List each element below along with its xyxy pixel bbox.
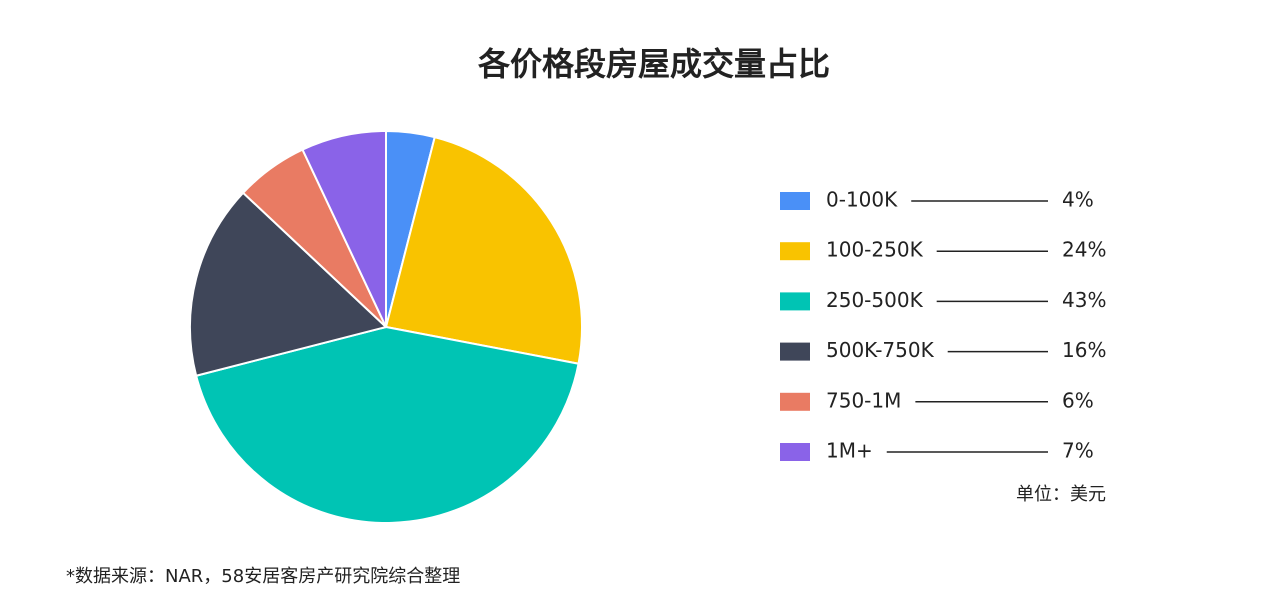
legend-swatch bbox=[780, 392, 810, 411]
legend-label: 1M+ bbox=[826, 439, 873, 463]
legend-label: 0-100K bbox=[826, 188, 898, 212]
pie-slice bbox=[189, 191, 389, 377]
legend-value: 4% bbox=[1062, 188, 1094, 212]
legend-value: 16% bbox=[1062, 338, 1106, 362]
legend-value: 7% bbox=[1062, 439, 1094, 463]
legend-label: 100-250K bbox=[826, 238, 924, 262]
source-note: *数据来源：NAR，58安居客房产研究院综合整理 bbox=[66, 566, 460, 587]
legend-value: 24% bbox=[1062, 238, 1106, 262]
chart-title: 各价格段房屋成交量占比 bbox=[478, 45, 830, 83]
legend-label: 250-500K bbox=[826, 288, 924, 312]
legend-swatch bbox=[780, 342, 810, 361]
legend-value: 43% bbox=[1062, 288, 1106, 312]
legend-swatch bbox=[780, 192, 810, 210]
pie-slice bbox=[194, 325, 580, 524]
legend-label: 500K-750K bbox=[826, 338, 935, 362]
legend-swatch bbox=[780, 443, 810, 461]
legend-value: 6% bbox=[1062, 388, 1094, 412]
pie-slice bbox=[301, 129, 387, 328]
legend-swatch bbox=[780, 292, 810, 311]
pie-slice bbox=[384, 135, 583, 365]
legend-label: 750-1M bbox=[826, 388, 901, 412]
unit-note: 单位：美元 bbox=[1016, 484, 1106, 505]
legend-swatch bbox=[780, 242, 810, 261]
